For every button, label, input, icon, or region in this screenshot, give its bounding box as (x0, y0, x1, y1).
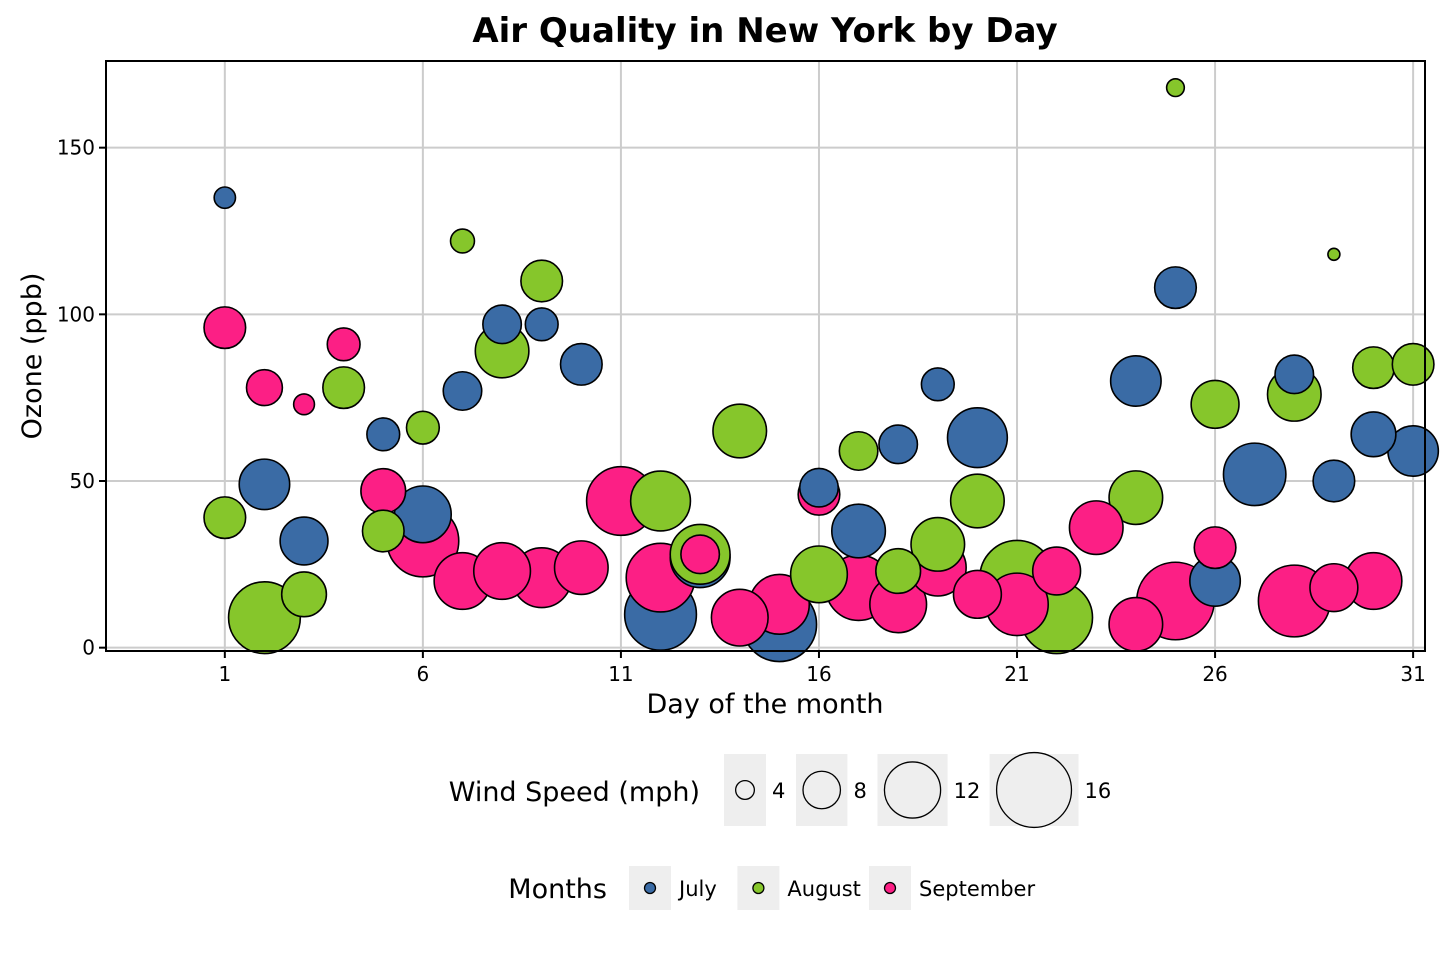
data-point-september (680, 534, 721, 575)
color-key-label: August (787, 877, 861, 901)
x-tick-label: 21 (1004, 662, 1029, 686)
data-point-september (472, 541, 532, 601)
data-point-september (326, 327, 361, 362)
data-point-august (322, 366, 366, 410)
data-point-july (482, 304, 523, 345)
x-tick-label: 31 (1400, 662, 1425, 686)
size-key-circle (734, 779, 756, 801)
data-point-august (361, 509, 405, 553)
data-point-july (798, 467, 840, 508)
data-point-july (831, 503, 887, 559)
data-point-july (1350, 411, 1397, 458)
data-point-august (910, 516, 966, 572)
x-tick-label: 1 (218, 662, 231, 686)
data-point-july (559, 342, 603, 386)
data-points (203, 78, 1440, 663)
data-point-august (1165, 78, 1186, 98)
x-axis-title: Day of the month (646, 689, 883, 720)
color-key-label: September (919, 877, 1035, 901)
data-point-july (878, 424, 919, 465)
data-point-august (1327, 247, 1341, 262)
size-key-label: 16 (1084, 779, 1111, 803)
data-point-september (1193, 526, 1237, 570)
data-point-august (280, 571, 328, 618)
color-key-label: July (677, 877, 717, 901)
data-point-september (1068, 500, 1124, 556)
size-key-label: 4 (772, 779, 785, 803)
data-point-september (203, 306, 247, 350)
wind-speed-legend: Wind Speed (mph) 4 8 12 16 (449, 751, 1111, 829)
size-key-circle (883, 761, 942, 819)
color-key-dot (883, 881, 897, 895)
data-point-july (1274, 354, 1315, 395)
data-point-july (524, 307, 559, 342)
data-point-july (920, 367, 955, 402)
data-point-august (712, 403, 768, 459)
data-point-august (449, 228, 476, 254)
data-point-july (1312, 459, 1356, 503)
plot-border (105, 60, 1426, 652)
data-point-august (949, 473, 1005, 529)
color-legend-title: Months (508, 874, 607, 905)
size-key-circle (995, 751, 1073, 829)
data-point-august (203, 496, 247, 540)
data-point-september (553, 540, 609, 596)
y-tick-label: 100 (57, 302, 95, 326)
data-point-september (292, 393, 316, 416)
data-point-august (520, 259, 564, 303)
x-tick-label: 6 (417, 662, 430, 686)
data-point-july (238, 458, 291, 511)
data-point-august (1108, 470, 1164, 526)
x-tick-label: 26 (1202, 662, 1227, 686)
data-point-july (1222, 442, 1287, 507)
data-point-september (360, 467, 407, 515)
y-tick-label: 150 (57, 136, 95, 160)
data-point-july (946, 406, 1009, 469)
color-key-dot (752, 881, 765, 895)
data-point-july (1109, 354, 1162, 408)
size-key-label: 12 (954, 779, 981, 803)
chart-title: Air Quality in New York by Day (472, 11, 1057, 51)
data-point-september (1031, 546, 1082, 596)
x-tick-label: 16 (806, 662, 831, 686)
data-point-july (442, 370, 483, 412)
color-key-dot (643, 881, 657, 895)
size-key-circle (802, 770, 842, 810)
size-legend-title: Wind Speed (mph) (449, 777, 700, 808)
data-point-august (1391, 342, 1435, 386)
y-axis-title: Ozone (ppb) (17, 273, 48, 440)
data-point-august (789, 545, 849, 604)
data-point-july (213, 186, 237, 210)
gridlines (106, 61, 1425, 651)
data-point-july (366, 417, 401, 452)
y-tick-label: 50 (70, 469, 95, 493)
data-point-august (838, 430, 879, 472)
data-point-september (245, 368, 284, 407)
data-point-august (405, 410, 441, 445)
size-key-label: 8 (853, 779, 866, 803)
data-point-august (1351, 346, 1396, 390)
data-point-september (1309, 562, 1359, 613)
data-point-september (952, 569, 1003, 620)
x-tick-label: 11 (608, 662, 633, 686)
y-tick-label: 0 (82, 636, 95, 660)
data-point-july (279, 516, 329, 566)
data-point-august (629, 470, 692, 532)
data-point-july (1153, 266, 1198, 310)
data-point-august (1190, 379, 1240, 430)
data-point-september (1108, 596, 1164, 652)
months-legend: Months July August September (508, 866, 1035, 910)
data-point-august (875, 547, 922, 595)
data-point-september (710, 588, 769, 647)
